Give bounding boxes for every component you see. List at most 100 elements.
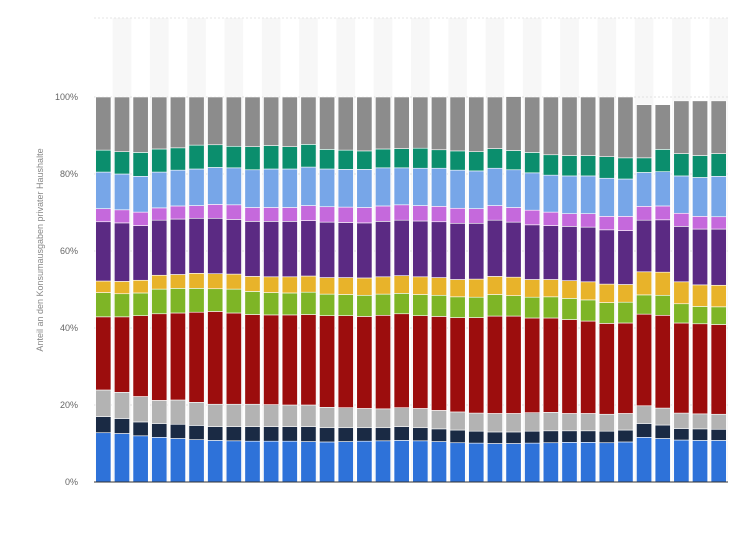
bar-segment	[300, 205, 317, 221]
bar-stack	[207, 96, 224, 483]
bar-segment	[132, 279, 149, 294]
bar-segment	[263, 314, 280, 405]
bar-segment	[393, 407, 410, 427]
bar-segment	[431, 441, 447, 483]
bar-segment	[151, 148, 168, 173]
bar-segment	[151, 171, 168, 209]
bar-segment	[486, 315, 503, 414]
bar-segment	[505, 207, 522, 223]
bar-segment	[636, 172, 653, 207]
bar-segment	[207, 217, 224, 275]
bar-segment	[636, 437, 653, 483]
bar-segment	[188, 273, 205, 289]
bar-segment	[132, 292, 149, 316]
bar-segment	[636, 104, 653, 159]
bar-segment	[561, 442, 578, 483]
y-tick-label: 60%	[60, 246, 78, 256]
bar-segment	[692, 284, 708, 307]
bar-segment	[393, 275, 410, 294]
bar-segment	[468, 296, 485, 318]
bar-segment	[449, 279, 466, 298]
bar-segment	[375, 427, 391, 442]
bar-segment	[393, 167, 410, 206]
bar-stack	[132, 96, 149, 483]
bar-segment	[468, 96, 485, 152]
bar-segment	[207, 403, 224, 427]
bar-segment	[524, 412, 541, 432]
bar-segment	[151, 219, 168, 276]
bar-segment	[337, 407, 354, 429]
bar-segment	[207, 426, 224, 441]
bar-segment	[132, 421, 149, 437]
bar-stack	[654, 104, 671, 483]
bar-segment	[188, 96, 205, 146]
bar-segment	[114, 96, 130, 152]
bar-segment	[542, 154, 559, 176]
bar-segment	[263, 276, 280, 293]
bar-segment	[598, 96, 615, 157]
bar-stack	[412, 96, 429, 483]
bar-stack	[449, 96, 466, 483]
bar-segment	[412, 167, 429, 206]
bar-segment	[654, 407, 671, 426]
bar-segment	[225, 96, 242, 147]
bar-segment	[580, 226, 597, 283]
bar-segment	[710, 413, 727, 430]
bar-segment	[561, 430, 578, 443]
y-tick-labels: 0% 20% 40% 60% 80% 100%	[55, 92, 78, 487]
bar-stack	[524, 96, 541, 483]
bar-segment	[431, 316, 447, 411]
bar-segment	[244, 426, 261, 442]
bar-segment	[468, 412, 485, 432]
bar-segment	[468, 170, 485, 209]
bar-segment	[207, 440, 224, 483]
bar-segment	[654, 314, 671, 409]
bar-segment	[356, 440, 373, 483]
bar-segment	[188, 439, 205, 483]
y-tick-label: 100%	[55, 92, 78, 102]
bar-segment	[300, 96, 317, 145]
bar-segment	[281, 96, 298, 147]
bar-segment	[580, 413, 597, 432]
bar-segment	[244, 291, 261, 315]
bar-segment	[617, 441, 634, 483]
bar-segment	[263, 145, 280, 170]
bar-stack	[468, 96, 485, 483]
bar-segment	[319, 206, 336, 223]
bar-segment	[617, 322, 634, 414]
bar-segment	[654, 438, 671, 483]
bar-segment	[468, 208, 485, 224]
bar-segment	[486, 219, 503, 277]
bar-segment	[319, 441, 336, 483]
bar-segment	[673, 100, 690, 154]
bar-segment	[468, 222, 485, 280]
bar-segment	[244, 207, 261, 222]
bar-segment	[188, 217, 205, 274]
bar-segment	[207, 311, 224, 405]
bar-segment	[300, 220, 317, 277]
bar-segment	[542, 174, 559, 213]
bar-segment	[151, 423, 168, 438]
bar-segment	[412, 276, 429, 295]
bar-segment	[468, 278, 485, 298]
bar-segment	[486, 96, 503, 149]
bar-segment	[114, 418, 130, 434]
bar-segment	[151, 437, 168, 483]
bar-segment	[654, 271, 671, 296]
bar-segment	[225, 312, 242, 405]
bar-segment	[486, 294, 503, 317]
bar-segment	[300, 291, 317, 315]
bar-segment	[132, 176, 149, 213]
bar-segment	[636, 271, 653, 296]
bar-segment	[207, 288, 224, 312]
bar-segment	[692, 228, 708, 286]
bar-segment	[431, 221, 447, 278]
bar-segment	[169, 438, 186, 483]
bar-segment	[412, 220, 429, 278]
bar-segment	[114, 151, 130, 175]
bar-segment	[561, 298, 578, 320]
bar-segment	[393, 293, 410, 315]
bar-segment	[356, 427, 373, 442]
bar-segment	[319, 277, 336, 295]
bar-segment	[337, 427, 354, 442]
